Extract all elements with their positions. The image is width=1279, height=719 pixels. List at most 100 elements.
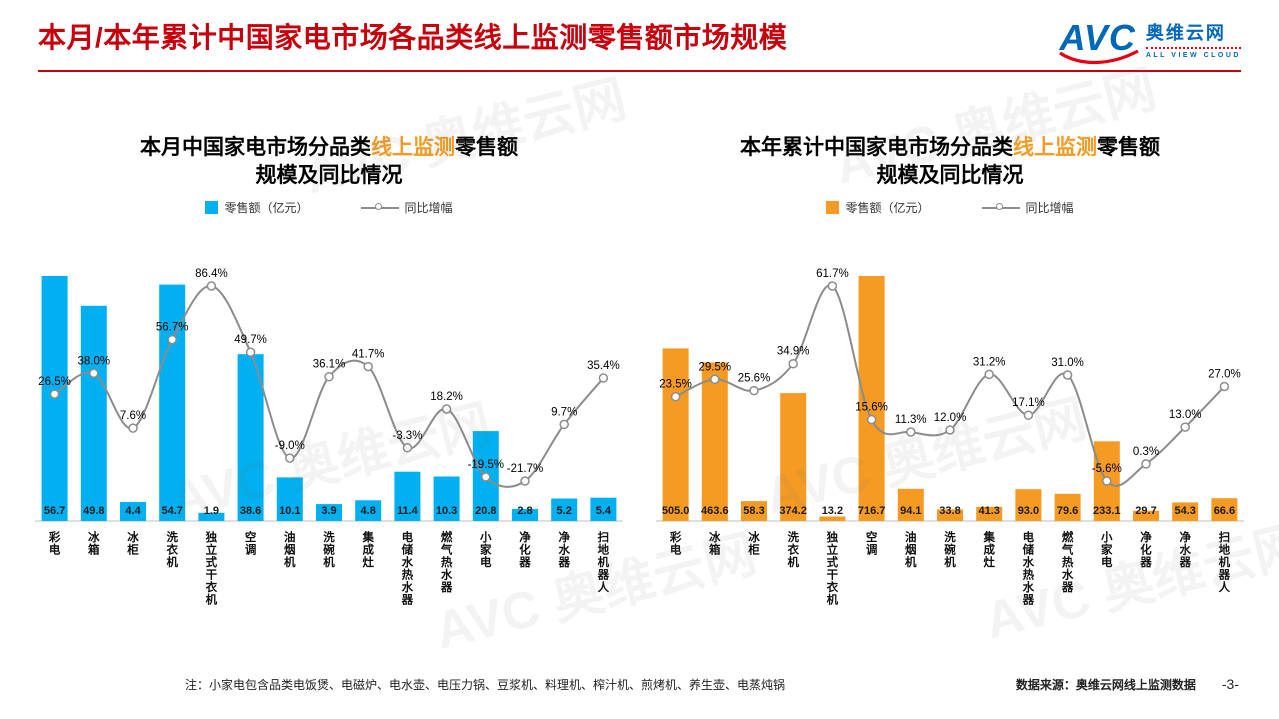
yoy-value-label: -5.6% — [1092, 463, 1122, 475]
category-label: 小家电 — [479, 530, 492, 569]
bar-value-label: 233.1 — [1093, 505, 1121, 517]
chart-monthly: 本月中国家电市场分品类线上监测零售额 规模及同比情况 零售额（亿元） 同比增幅 … — [33, 134, 625, 623]
yoy-point — [1102, 475, 1112, 486]
chart-title: 本年累计中国家电市场分品类线上监测零售额 规模及同比情况 — [654, 134, 1246, 191]
chart-legend: 零售额（亿元） 同比增幅 — [33, 199, 625, 217]
chart-legend: 零售额（亿元） 同比增幅 — [654, 199, 1246, 217]
category-label: 洗衣机 — [166, 530, 178, 569]
yoy-point — [827, 280, 838, 291]
yoy-point — [984, 369, 994, 379]
bar — [976, 506, 1003, 521]
bar-value-label: 463.6 — [701, 505, 729, 517]
bar — [590, 497, 617, 521]
yoy-point — [324, 371, 334, 382]
yoy-value-label: 35.4% — [587, 360, 620, 372]
bar-legend-swatch — [826, 201, 840, 215]
bar-value-label: 3.9 — [321, 505, 336, 517]
chart-title: 本月中国家电市场分品类线上监测零售额 规模及同比情况 — [33, 134, 625, 191]
bar — [433, 476, 460, 521]
category-label: 空调 — [245, 530, 257, 557]
yoy-value-label: 0.3% — [1133, 446, 1159, 458]
category-label: 油烟机 — [284, 530, 296, 569]
bar-value-label: 4.4 — [125, 505, 141, 517]
bar-value-label: 5.4 — [596, 505, 612, 517]
bar — [551, 498, 578, 521]
yoy-value-label: 34.9% — [777, 345, 810, 357]
bar-value-label: 13.2 — [822, 505, 843, 517]
category-label: 彩电 — [48, 530, 61, 557]
chart-title-suffix: 零售额 — [455, 136, 518, 159]
yoy-point — [49, 389, 60, 399]
chart-title-suffix: 零售额 — [1097, 136, 1160, 159]
bar-value-label: 58.3 — [743, 505, 764, 517]
bar-legend-swatch — [205, 201, 219, 215]
yoy-point — [1219, 381, 1230, 391]
bar-value-label: 5.2 — [557, 505, 572, 517]
yoy-value-label: 61.7% — [816, 268, 849, 280]
bar — [897, 488, 924, 521]
bar — [394, 471, 421, 521]
logo-company-name: 奥维云网 — [1145, 23, 1226, 44]
legend-item-bar: 零售额（亿元） — [205, 199, 309, 216]
category-label: 燃气热水器 — [440, 530, 453, 594]
yoy-value-label: -19.5% — [468, 459, 504, 471]
yoy-point — [788, 358, 798, 369]
logo-wordmark: 奥维云网 ALL VIEW CLOUD — [1145, 23, 1241, 59]
chart-title-prefix: 本月中国家电市场分品类 — [140, 136, 371, 159]
bar-value-label: 33.8 — [939, 505, 960, 517]
bar — [198, 512, 225, 521]
line-legend-icon — [360, 202, 399, 210]
yoy-value-label: 9.7% — [551, 406, 577, 418]
bar-value-label: 41.3 — [978, 505, 999, 517]
category-label: 净化器 — [518, 530, 531, 569]
bar — [276, 477, 303, 521]
yoy-point — [906, 426, 916, 437]
bar-value-label: 54.7 — [161, 505, 182, 517]
yoy-value-label: 7.6% — [120, 410, 146, 422]
avc-logo: AVC 奥维云网 ALL VIEW CLOUD — [1058, 20, 1241, 65]
data-source: 数据来源：奥维云网线上监测数据 — [1015, 678, 1196, 692]
bar-value-label: 10.1 — [279, 505, 300, 517]
legend-item-line: 同比增幅 — [981, 199, 1074, 216]
yoy-value-label: -3.3% — [392, 429, 422, 441]
category-label: 冰柜 — [126, 530, 139, 557]
yoy-point — [285, 453, 295, 463]
yoy-point — [520, 475, 530, 486]
yoy-value-label: 31.0% — [1051, 357, 1084, 369]
bar-value-label: 505.0 — [662, 505, 690, 517]
bar-value-label: 10.3 — [436, 505, 457, 517]
header: 本月/本年累计中国家电市场各品类线上监测零售额市场规模 AVC 奥维云网 ALL… — [0, 0, 1279, 65]
category-label: 独立式干衣机 — [827, 530, 839, 607]
bar-value-label: 56.7 — [44, 505, 65, 517]
bar-value-label: 49.8 — [83, 505, 104, 517]
bar — [120, 501, 146, 521]
yoy-growth-line — [54, 284, 605, 488]
category-label: 电储水热水器 — [401, 530, 414, 607]
bar — [1172, 502, 1199, 521]
bar-value-label: 29.7 — [1135, 505, 1156, 517]
yoy-point — [481, 471, 491, 482]
chart-title-highlight: 线上监测 — [371, 136, 455, 159]
category-label: 集成灶 — [982, 530, 995, 569]
yoy-point — [441, 403, 452, 414]
category-label: 净化器 — [1139, 530, 1152, 569]
yoy-point — [206, 280, 217, 291]
yoy-point — [1141, 458, 1151, 469]
bar — [237, 353, 264, 521]
bar — [355, 499, 382, 521]
category-label: 电储水热水器 — [1022, 530, 1035, 607]
bar-value-label: 2.8 — [517, 505, 532, 517]
yoy-point — [670, 391, 681, 402]
yoy-value-label: 26.5% — [38, 376, 71, 388]
bar-value-label: 4.8 — [361, 505, 376, 517]
category-label: 油烟机 — [905, 530, 917, 569]
category-label: 洗碗机 — [323, 530, 335, 569]
legend-item-line: 同比增幅 — [360, 199, 453, 216]
category-label: 扫地机器人 — [1218, 530, 1231, 594]
plot-area: 23.5% 29.5% 25.6% 34.9% 61.7% 15.6% 11.3% 12.0%… — [656, 268, 1244, 607]
page-title: 本月/本年累计中国家电市场各品类线上监测零售额市场规模 — [38, 22, 788, 53]
plot-area: 26.5% 38.0% 7.6% 56.7% 86.4% 49.7% -9.0% 36.1% 4… — [35, 268, 623, 607]
yoy-point — [945, 424, 955, 435]
category-label: 扫地机器人 — [597, 530, 610, 594]
